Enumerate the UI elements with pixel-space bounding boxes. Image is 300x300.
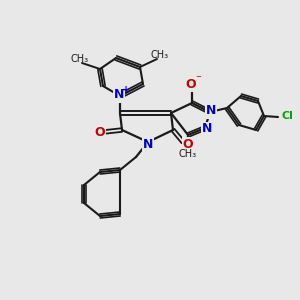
Text: CH₃: CH₃ — [71, 54, 89, 64]
Text: N: N — [206, 104, 216, 118]
Text: N: N — [202, 122, 212, 136]
Text: CH₃: CH₃ — [179, 149, 197, 159]
Text: Cl: Cl — [282, 111, 294, 121]
Text: CH₃: CH₃ — [151, 50, 169, 60]
Text: O: O — [186, 77, 196, 91]
Text: ⁻: ⁻ — [195, 74, 201, 84]
Text: O: O — [183, 137, 193, 151]
Text: O: O — [95, 125, 105, 139]
Text: +: + — [122, 85, 130, 95]
Text: N: N — [143, 137, 153, 151]
Text: N: N — [114, 88, 124, 101]
